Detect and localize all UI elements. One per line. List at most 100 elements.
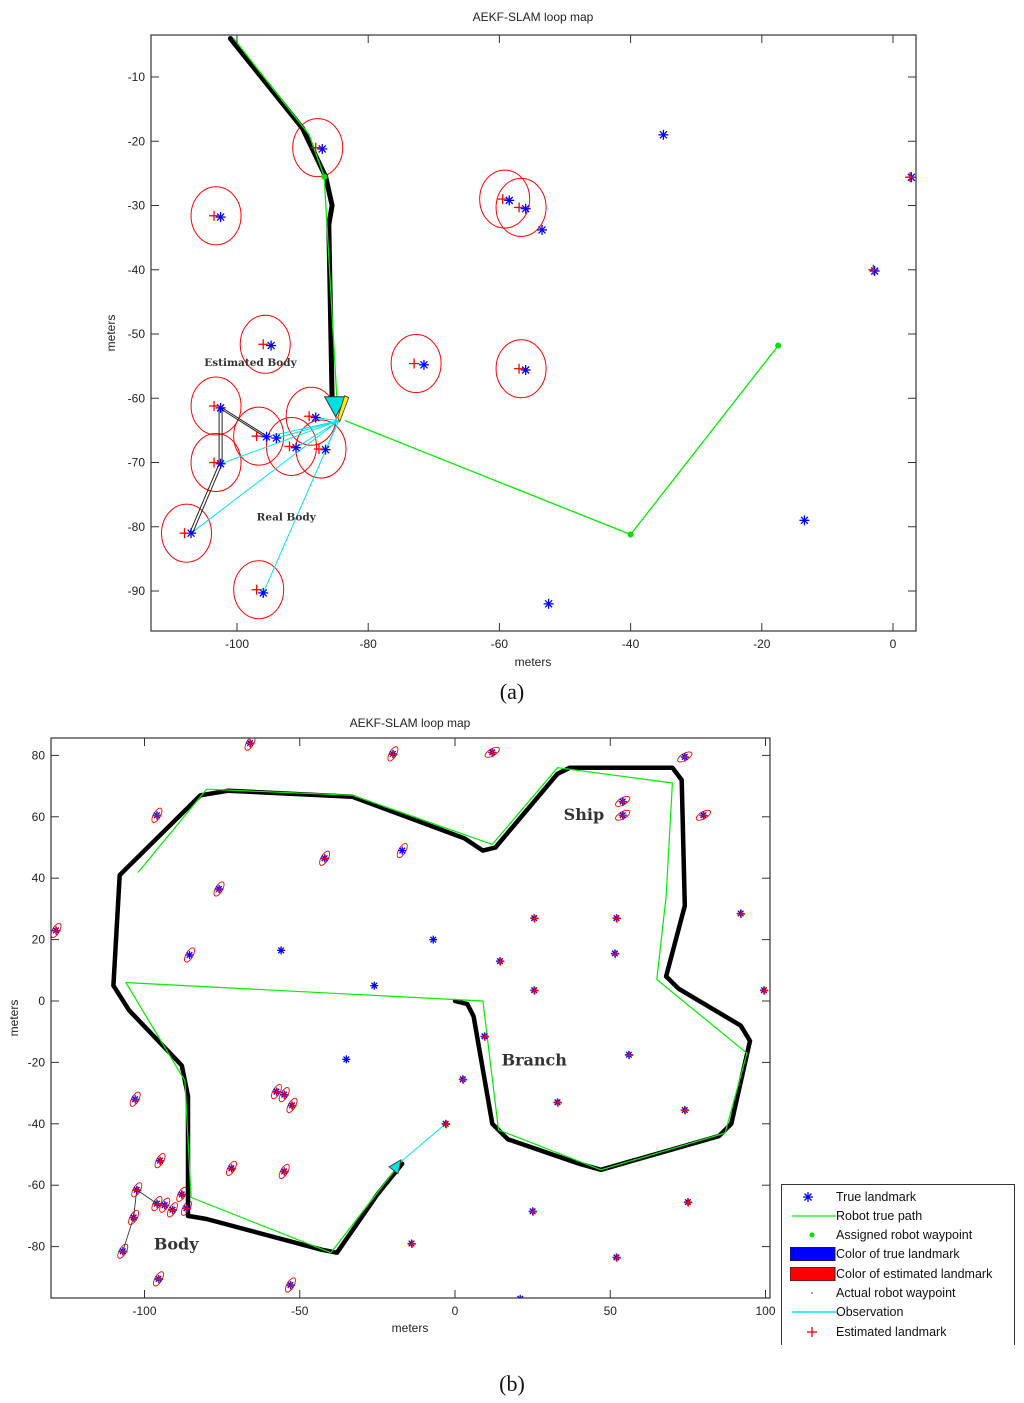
estimated-landmark-marker: [681, 753, 690, 762]
covariance-ellipse: [270, 1083, 282, 1100]
estimated-landmark-marker: [321, 854, 330, 863]
covariance-ellipse: [151, 807, 163, 823]
estimated-landmark-marker: [272, 1088, 281, 1097]
estimated-landmark-marker: [409, 358, 420, 369]
panel-b-axes-box: [50, 737, 771, 1299]
legend-item-true-landmark: True landmark: [782, 1188, 1014, 1207]
true-landmark-marker: [317, 143, 328, 154]
estimated-landmark-marker: [246, 739, 255, 748]
true-landmark-marker: [398, 846, 407, 855]
estimated-landmark-marker: [119, 1247, 128, 1256]
covariance-ellipse: [479, 169, 531, 229]
blue-asterisk-icon: [803, 1192, 813, 1202]
actual-robot-path: [111, 765, 753, 1255]
x-tick-label: -50: [291, 1304, 309, 1318]
estimated-landmark-marker: [179, 528, 190, 539]
covariance-ellipse: [284, 1277, 296, 1293]
true-landmark-marker: [215, 212, 226, 223]
robot-true-path: [125, 767, 748, 1254]
observation-line: [220, 420, 339, 465]
estimated-landmark-marker: [156, 1157, 165, 1166]
panel-a-chart: AEKF-SLAM loop map Estimated Body Real Bo…: [104, 10, 917, 704]
observation-line: [190, 420, 339, 534]
blue-swatch-icon: [790, 1247, 836, 1261]
estimated-landmark-marker: [619, 797, 628, 806]
assigned-waypoint-marker: [321, 173, 328, 180]
covariance-ellipse: [286, 1097, 298, 1113]
estimated-landmark-marker: [699, 811, 708, 820]
y-tick-label: -50: [128, 327, 146, 341]
estimated-landmark-marker: [131, 1095, 140, 1104]
body-outline: [122, 1189, 158, 1252]
estimated-landmark-marker: [161, 1201, 170, 1210]
true-landmark-marker: [186, 528, 197, 539]
true-landmark-marker: [277, 946, 286, 955]
covariance-ellipse: [225, 1160, 237, 1176]
estimated-landmark-marker: [612, 914, 621, 923]
cyan-line-icon: [792, 1311, 836, 1313]
panel-b-ylabel: meters: [7, 1000, 21, 1037]
legend-item-actual-waypoint: Actual robot waypoint: [782, 1284, 1014, 1303]
robot-true-path: [233, 37, 339, 409]
covariance-ellipse: [117, 1243, 129, 1259]
covariance-ellipse: [166, 1202, 178, 1218]
estimated-landmark-marker: [251, 431, 262, 442]
covariance-ellipse: [319, 850, 331, 866]
estimated-landmark-marker: [496, 957, 505, 966]
actual-robot-path: [227, 36, 335, 401]
estimated-landmark-marker: [488, 748, 497, 757]
estimated-landmark-marker: [168, 1206, 177, 1215]
true-landmark-marker: [543, 598, 554, 609]
estimated-landmark-marker: [619, 811, 628, 820]
legend-item-estimated-landmark-color: Color of estimated landmark: [782, 1265, 1014, 1284]
estimated-landmark-marker: [304, 411, 315, 422]
covariance-ellipse: [190, 376, 242, 436]
covariance-ellipse: [387, 746, 399, 762]
covariance-ellipse: [159, 1197, 171, 1213]
covariance-ellipse: [154, 1153, 166, 1169]
estimated-landmark-marker: [681, 1106, 690, 1115]
panel-a-ticks: -100 -80 -60 -40 -20 0 -10 -20 -30 -40 -50 -60 -70 -8…: [128, 35, 916, 651]
true-landmark-marker: [215, 402, 226, 413]
covariance-ellipse: [128, 1209, 140, 1226]
estimated-landmark-marker: [153, 811, 162, 820]
estimated-landmark-marker: [497, 194, 508, 205]
body-outline: [221, 407, 269, 438]
x-tick-label: 0: [890, 637, 897, 651]
estimated-landmark-marker: [529, 1207, 538, 1216]
estimated-landmark-marker: [553, 1098, 562, 1107]
y-tick-label: 80: [32, 748, 46, 762]
body-outline: [192, 463, 223, 534]
y-tick-label: -40: [28, 1117, 46, 1131]
covariance-ellipse: [615, 809, 631, 821]
body-outline: [218, 407, 266, 438]
y-tick-label: -20: [28, 1055, 46, 1069]
estimated-landmark-marker: [612, 1253, 621, 1262]
estimated-landmark-marker: [182, 1204, 191, 1213]
black-dot-icon: [811, 1292, 813, 1294]
legend-item-true-landmark-color: Color of true landmark: [782, 1245, 1014, 1264]
y-tick-label: -40: [128, 263, 146, 277]
true-landmark-marker: [261, 431, 272, 442]
true-landmark-marker: [342, 1055, 351, 1064]
estimated-landmark-marker: [760, 986, 769, 995]
x-tick-label: -100: [225, 637, 249, 651]
estimated-landmark-marker: [130, 1213, 139, 1222]
x-tick-label: -80: [360, 637, 378, 651]
true-landmark-marker: [185, 950, 194, 959]
estimated-landmark-marker: [280, 1167, 289, 1176]
estimated-landmark-marker: [227, 1164, 236, 1173]
estimated-landmark-marker: [133, 1186, 142, 1195]
covariance-ellipse: [495, 339, 547, 399]
y-tick-label: -60: [28, 1178, 46, 1192]
true-landmark-marker: [429, 935, 438, 944]
estimated-landmark-marker: [288, 1101, 297, 1110]
covariance-ellipse: [244, 738, 256, 751]
covariance-ellipse: [233, 560, 285, 620]
observation-line: [295, 420, 339, 449]
panel-a-axes-box: [150, 34, 917, 632]
observation-line: [266, 420, 339, 438]
y-tick-label: -60: [128, 391, 146, 405]
true-landmark-marker: [504, 195, 515, 206]
